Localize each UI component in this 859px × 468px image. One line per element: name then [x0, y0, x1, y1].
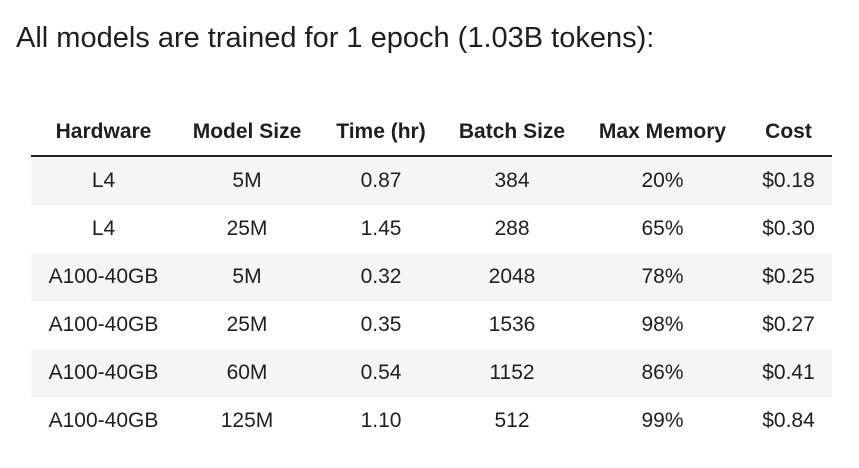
table-row: A100-40GB 5M 0.32 2048 78% $0.25 — [31, 253, 832, 301]
column-header-time: Time (hr) — [318, 108, 444, 157]
cell-max-memory: 20% — [580, 156, 745, 205]
cell-hardware: A100-40GB — [31, 397, 176, 445]
cell-hardware: A100-40GB — [31, 253, 176, 301]
cell-max-memory: 99% — [580, 397, 745, 445]
cell-model-size: 60M — [176, 349, 318, 397]
cell-batch-size: 1152 — [444, 349, 580, 397]
cell-model-size: 5M — [176, 253, 318, 301]
cell-model-size: 25M — [176, 301, 318, 349]
cell-cost: $0.25 — [745, 253, 832, 301]
cell-max-memory: 78% — [580, 253, 745, 301]
column-header-hardware: Hardware — [31, 108, 176, 157]
cell-hardware: L4 — [31, 205, 176, 253]
cell-batch-size: 512 — [444, 397, 580, 445]
cell-batch-size: 384 — [444, 156, 580, 205]
table-row: A100-40GB 60M 0.54 1152 86% $0.41 — [31, 349, 832, 397]
cell-hardware: A100-40GB — [31, 349, 176, 397]
cell-time: 1.45 — [318, 205, 444, 253]
cell-batch-size: 2048 — [444, 253, 580, 301]
column-header-model-size: Model Size — [176, 108, 318, 157]
cell-batch-size: 1536 — [444, 301, 580, 349]
column-header-batch-size: Batch Size — [444, 108, 580, 157]
cell-time: 0.35 — [318, 301, 444, 349]
cell-batch-size: 288 — [444, 205, 580, 253]
cell-model-size: 125M — [176, 397, 318, 445]
cell-hardware: L4 — [31, 156, 176, 205]
cell-model-size: 25M — [176, 205, 318, 253]
table-row: A100-40GB 25M 0.35 1536 98% $0.27 — [31, 301, 832, 349]
table-row: L4 5M 0.87 384 20% $0.18 — [31, 156, 832, 205]
cell-cost: $0.30 — [745, 205, 832, 253]
cell-model-size: 5M — [176, 156, 318, 205]
cell-cost: $0.27 — [745, 301, 832, 349]
training-results-table: Hardware Model Size Time (hr) Batch Size… — [31, 108, 832, 445]
cell-max-memory: 65% — [580, 205, 745, 253]
cell-cost: $0.18 — [745, 156, 832, 205]
cell-cost: $0.84 — [745, 397, 832, 445]
cell-max-memory: 98% — [580, 301, 745, 349]
cell-time: 0.54 — [318, 349, 444, 397]
cell-hardware: A100-40GB — [31, 301, 176, 349]
cell-time: 0.32 — [318, 253, 444, 301]
table-header-row: Hardware Model Size Time (hr) Batch Size… — [31, 108, 832, 157]
page-heading: All models are trained for 1 epoch (1.03… — [16, 22, 655, 54]
cell-time: 1.10 — [318, 397, 444, 445]
table-row: A100-40GB 125M 1.10 512 99% $0.84 — [31, 397, 832, 445]
column-header-max-memory: Max Memory — [580, 108, 745, 157]
cell-max-memory: 86% — [580, 349, 745, 397]
table-row: L4 25M 1.45 288 65% $0.30 — [31, 205, 832, 253]
cell-time: 0.87 — [318, 156, 444, 205]
column-header-cost: Cost — [745, 108, 832, 157]
cell-cost: $0.41 — [745, 349, 832, 397]
